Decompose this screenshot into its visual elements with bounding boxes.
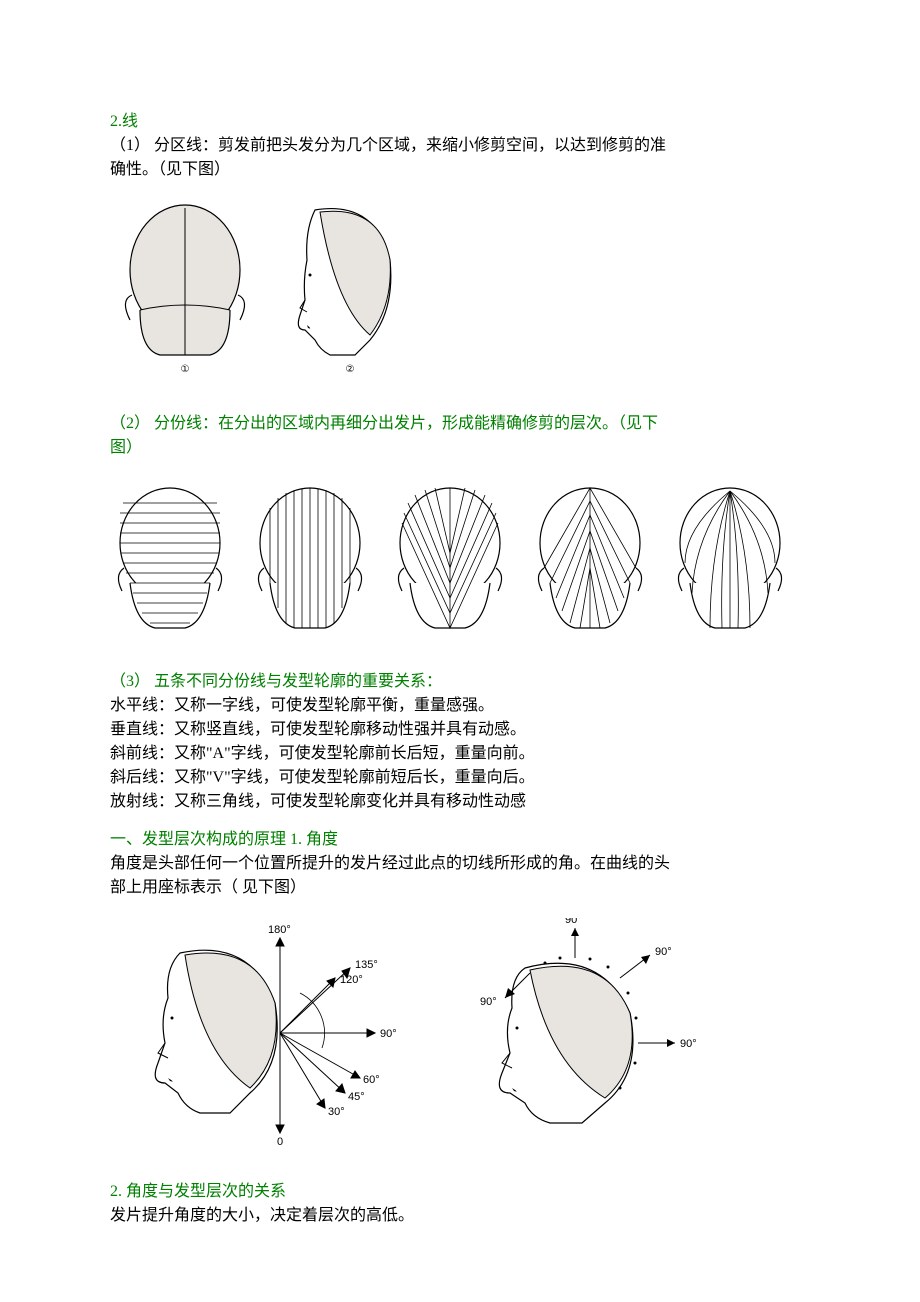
ang-30: 30° bbox=[328, 1106, 345, 1118]
figure-angles: 180° 135° 120° 90° 60° 45° 30° 0 bbox=[110, 918, 810, 1148]
para-1-line-b: 确性。（见下图） bbox=[110, 158, 810, 182]
ang-120: 120° bbox=[340, 974, 363, 986]
fig2-svg bbox=[110, 478, 810, 638]
line-type-3: 斜前线：又称"A"字线，可使发型轮廓前长后短，重量向前。 bbox=[110, 742, 810, 766]
ang-60: 60° bbox=[363, 1074, 380, 1086]
para-2-line-b: 图） bbox=[110, 436, 810, 460]
ang-90: 90° bbox=[380, 1028, 397, 1040]
ang-135: 135° bbox=[355, 959, 378, 971]
angle-para-a: 角度是头部任何一个位置所提升的发片经过此点的切线所形成的角。在曲线的头 bbox=[110, 852, 810, 876]
sub-heading-2: 2. 角度与发型层次的关系 bbox=[110, 1180, 810, 1204]
line-type-2: 垂直线：又称竖直线，可使发型轮廓移动性强并具有动感。 bbox=[110, 718, 810, 742]
ang-180: 180° bbox=[268, 924, 291, 936]
fig1-svg: ① ② bbox=[110, 200, 410, 380]
para-1-line-a: （1） 分区线：剪发前把头发分为几个区域，来缩小修剪空间，以达到修剪的准 bbox=[110, 134, 810, 158]
ang-0: 0 bbox=[277, 1136, 283, 1148]
section-heading-angle: 一、发型层次构成的原理 1. 角度 bbox=[110, 828, 810, 852]
fig3-svg: 180° 135° 120° 90° 60° 45° 30° 0 bbox=[110, 918, 730, 1148]
para-3-heading: （3） 五条不同分份线与发型轮廓的重要关系： bbox=[110, 670, 810, 694]
ang-45: 45° bbox=[348, 1091, 365, 1103]
section-heading-2line: 2.线 bbox=[110, 110, 810, 134]
figure-five-heads bbox=[110, 478, 810, 638]
figure-partition-lines: ① ② bbox=[110, 200, 810, 380]
ang-r-90a: 90° bbox=[565, 918, 582, 926]
fig1-num1: ① bbox=[181, 364, 190, 375]
angle-para-2: 发片提升角度的大小，决定着层次的高低。 bbox=[110, 1204, 810, 1228]
line-type-5: 放射线：又称三角线，可使发型轮廓变化并具有移动性动感 bbox=[110, 790, 810, 814]
line-type-4: 斜后线：又称"V"字线，可使发型轮廓前短后长，重量向后。 bbox=[110, 766, 810, 790]
para-2-line-a: （2） 分份线：在分出的区域内再细分出发片，形成能精确修剪的层次。（见下 bbox=[110, 412, 810, 436]
angle-para-b: 部上用座标表示（ 见下图） bbox=[110, 876, 810, 900]
ang-r-90d: 90° bbox=[480, 996, 497, 1008]
ang-r-90c: 90° bbox=[680, 1038, 697, 1050]
line-type-1: 水平线：又称一字线，可使发型轮廓平衡，重量感强。 bbox=[110, 694, 810, 718]
fig1-num2: ② bbox=[346, 364, 355, 375]
ang-r-90b: 90° bbox=[655, 946, 672, 958]
